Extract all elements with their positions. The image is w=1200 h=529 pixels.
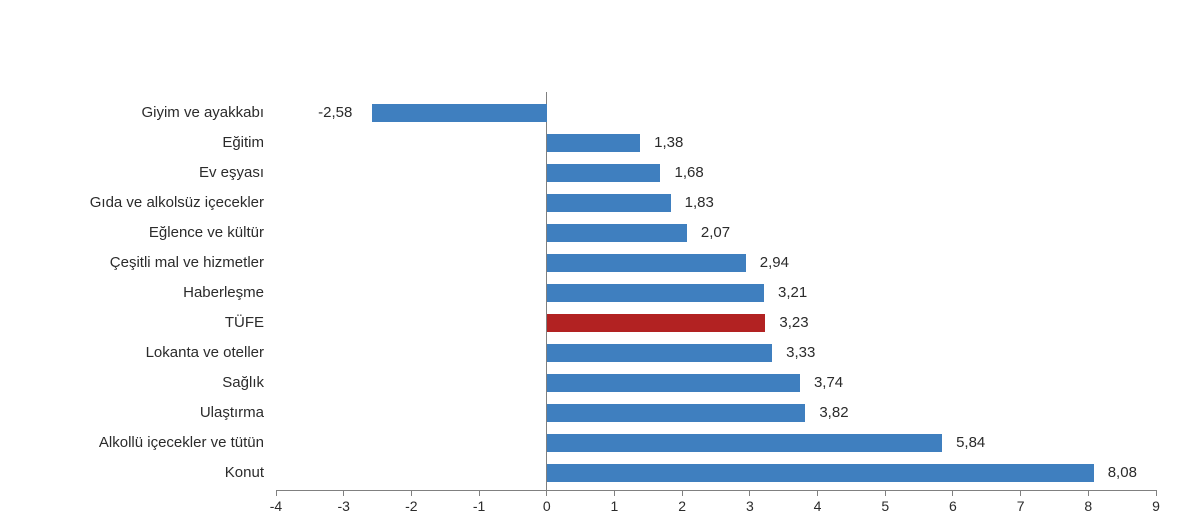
value-label: 3,23	[779, 314, 808, 331]
value-label: 5,84	[956, 434, 985, 451]
value-label: 1,83	[685, 194, 714, 211]
category-label: TÜFE	[44, 314, 264, 331]
x-tick	[614, 490, 615, 496]
value-label: 2,94	[760, 254, 789, 271]
value-label: 3,82	[819, 404, 848, 421]
x-tick	[682, 490, 683, 496]
bar	[547, 254, 746, 272]
category-label: Lokanta ve oteller	[44, 344, 264, 361]
x-tick	[952, 490, 953, 496]
category-label: Çeşitli mal ve hizmetler	[44, 254, 264, 271]
bar	[547, 404, 806, 422]
x-tick	[1156, 490, 1157, 496]
bar	[547, 134, 640, 152]
category-label: Konut	[44, 464, 264, 481]
x-tick-label: 6	[949, 498, 957, 514]
category-label: Haberleşme	[44, 284, 264, 301]
category-label: Giyim ve ayakkabı	[44, 104, 264, 121]
x-tick	[885, 490, 886, 496]
x-tick-label: 5	[881, 498, 889, 514]
bar	[547, 344, 772, 362]
x-tick	[817, 490, 818, 496]
x-tick-label: 1	[611, 498, 619, 514]
x-tick	[749, 490, 750, 496]
bar	[547, 224, 687, 242]
x-tick-label: 9	[1152, 498, 1160, 514]
x-tick-label: -3	[337, 498, 349, 514]
x-tick	[1020, 490, 1021, 496]
x-tick	[479, 490, 480, 496]
page: Giyim ve ayakkabı -2,58 Eğitim 1,38 Ev eşyas…	[0, 0, 1200, 529]
value-label: 1,38	[654, 134, 683, 151]
x-axis-line	[276, 490, 1156, 491]
bar	[547, 434, 942, 452]
value-label: 3,74	[814, 374, 843, 391]
bar	[547, 374, 800, 392]
bar-chart: Giyim ve ayakkabı -2,58 Eğitim 1,38 Ev eşyas…	[44, 92, 1156, 510]
x-tick-label: -1	[473, 498, 485, 514]
bar-highlight	[547, 314, 766, 332]
x-tick-label: 7	[1017, 498, 1025, 514]
category-label: Gıda ve alkolsüz içecekler	[44, 194, 264, 211]
value-label: 8,08	[1108, 464, 1137, 481]
value-label: 3,33	[786, 344, 815, 361]
bar	[547, 284, 764, 302]
bar	[372, 104, 547, 122]
x-tick	[411, 490, 412, 496]
x-tick-label: -2	[405, 498, 417, 514]
x-tick	[546, 490, 547, 496]
category-label: Ev eşyası	[44, 164, 264, 181]
bar	[547, 194, 671, 212]
value-label: 1,68	[674, 164, 703, 181]
x-tick-label: 4	[814, 498, 822, 514]
value-label: 2,07	[701, 224, 730, 241]
category-label: Sağlık	[44, 374, 264, 391]
bar	[547, 464, 1094, 482]
plot-area: Giyim ve ayakkabı -2,58 Eğitim 1,38 Ev eşyas…	[44, 92, 1156, 510]
category-label: Ulaştırma	[44, 404, 264, 421]
value-label: 3,21	[778, 284, 807, 301]
x-tick	[1088, 490, 1089, 496]
x-tick	[276, 490, 277, 496]
bar	[547, 164, 661, 182]
x-tick-label: 3	[746, 498, 754, 514]
category-label: Alkollü içecekler ve tütün	[44, 434, 264, 451]
x-tick-label: 2	[678, 498, 686, 514]
value-label: -2,58	[318, 104, 352, 121]
x-tick-label: 8	[1084, 498, 1092, 514]
x-tick-label: 0	[543, 498, 551, 514]
x-tick-label: -4	[270, 498, 282, 514]
category-label: Eğlence ve kültür	[44, 224, 264, 241]
category-label: Eğitim	[44, 134, 264, 151]
x-tick	[343, 490, 344, 496]
